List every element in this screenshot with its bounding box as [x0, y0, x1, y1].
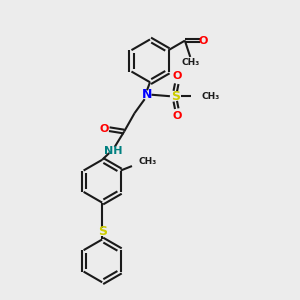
- Text: NH: NH: [104, 146, 122, 157]
- Text: CH₃: CH₃: [201, 92, 219, 101]
- Text: O: O: [172, 71, 182, 81]
- Text: O: O: [199, 36, 208, 46]
- Text: O: O: [100, 124, 109, 134]
- Text: CH₃: CH₃: [181, 58, 200, 67]
- Text: O: O: [172, 111, 182, 121]
- Text: CH₃: CH₃: [139, 157, 157, 166]
- Text: S: S: [98, 225, 106, 238]
- Text: N: N: [142, 88, 152, 101]
- Text: S: S: [171, 90, 180, 103]
